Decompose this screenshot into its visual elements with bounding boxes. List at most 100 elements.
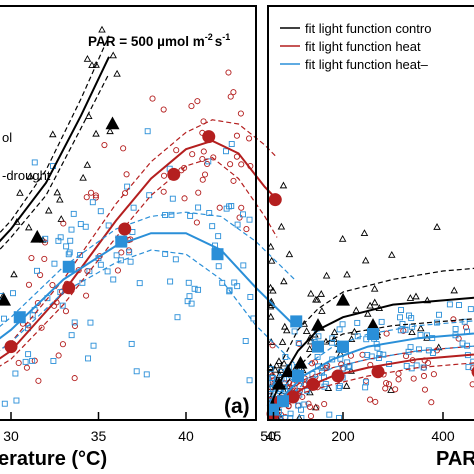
raw-point [315,333,322,340]
binned-mean-control [293,355,308,369]
raw-point [326,411,333,418]
raw-point [160,106,167,113]
raw-point [428,399,435,406]
raw-point [246,216,253,223]
raw-point [267,256,276,264]
raw-point [354,319,361,326]
binned-mean-heat [331,369,345,383]
raw-point [240,211,246,218]
raw-point [172,256,179,263]
raw-point [114,267,121,274]
raw-point [210,154,217,161]
panel-label-a: (a) [224,395,250,418]
raw-point [230,177,237,184]
raw-point [266,242,275,250]
raw-point [434,343,443,351]
raw-point [282,326,291,334]
raw-point [101,141,108,149]
raw-point [266,302,275,310]
raw-point [59,341,66,348]
raw-point [450,316,457,323]
binned-mean-heat [286,390,300,404]
binned-mean-control [311,318,325,331]
raw-point [238,161,245,168]
raw-point [88,61,96,69]
binned-mean-heat-drought [115,235,128,248]
raw-point [433,223,441,230]
raw-point [269,342,276,349]
raw-point [68,226,75,233]
raw-point [366,396,374,403]
raw-point [295,402,302,409]
raw-point [71,375,78,382]
raw-point [136,280,143,287]
raw-point [279,181,288,189]
raw-point [242,338,249,344]
raw-point [128,340,135,347]
binned-mean-control [105,116,120,130]
raw-point [79,173,87,181]
raw-point [226,288,233,295]
raw-point [49,282,56,289]
raw-point [372,398,379,405]
raw-point [109,51,117,59]
x-tick-label: 200 [331,428,355,444]
raw-point [83,161,92,168]
raw-point [97,261,104,268]
raw-point [436,311,442,318]
raw-point [187,212,194,219]
raw-point [42,235,49,242]
ci-upper-heat_drought [0,211,295,328]
binned-mean-heat-drought [277,395,289,408]
ci-lower-heat_drought [0,249,295,364]
raw-point [399,320,406,327]
raw-point [62,308,69,315]
raw-point [363,377,370,384]
right-panel-frame [267,5,474,421]
binned-mean-heat-drought [211,248,224,261]
x-tick-label: 400 [431,428,455,444]
binned-mean-heat-drought [13,311,26,324]
raw-point [343,270,351,278]
raw-point [306,403,314,410]
raw-point [51,260,58,267]
raw-point [85,355,92,362]
ci-lower-control [269,318,474,410]
raw-point [83,55,92,62]
raw-point [338,234,347,242]
raw-point [200,148,207,155]
raw-point [397,327,404,334]
legend-label-control: fit light function contro [305,21,431,36]
raw-point [77,221,84,228]
raw-point [240,262,247,269]
raw-point [370,298,379,306]
raw-point [352,306,360,314]
raw-point [272,361,281,369]
binned-mean-heat-drought [337,340,349,353]
raw-point [280,359,288,367]
raw-point [313,295,322,303]
raw-point [34,299,41,307]
binned-mean-heat-drought [267,403,279,416]
raw-point [330,328,339,336]
raw-point [287,410,294,417]
raw-point [92,192,99,199]
raw-point [143,371,150,378]
left-legend-fragment-heat-drought: -drought [2,168,51,183]
raw-point [406,294,415,301]
raw-point [92,60,100,68]
raw-point [455,335,462,342]
binned-mean-heat-drought [290,315,303,328]
raw-point [362,379,369,386]
raw-point [133,368,140,375]
raw-point [215,233,222,240]
binned-mean-heat-drought [62,260,75,273]
raw-point [92,129,100,137]
left-panel-raw-points [0,25,257,407]
raw-point [126,249,133,256]
raw-point [1,400,8,407]
raw-point [247,294,254,300]
raw-point [328,339,335,346]
raw-point [90,342,97,349]
raw-point [225,69,232,76]
